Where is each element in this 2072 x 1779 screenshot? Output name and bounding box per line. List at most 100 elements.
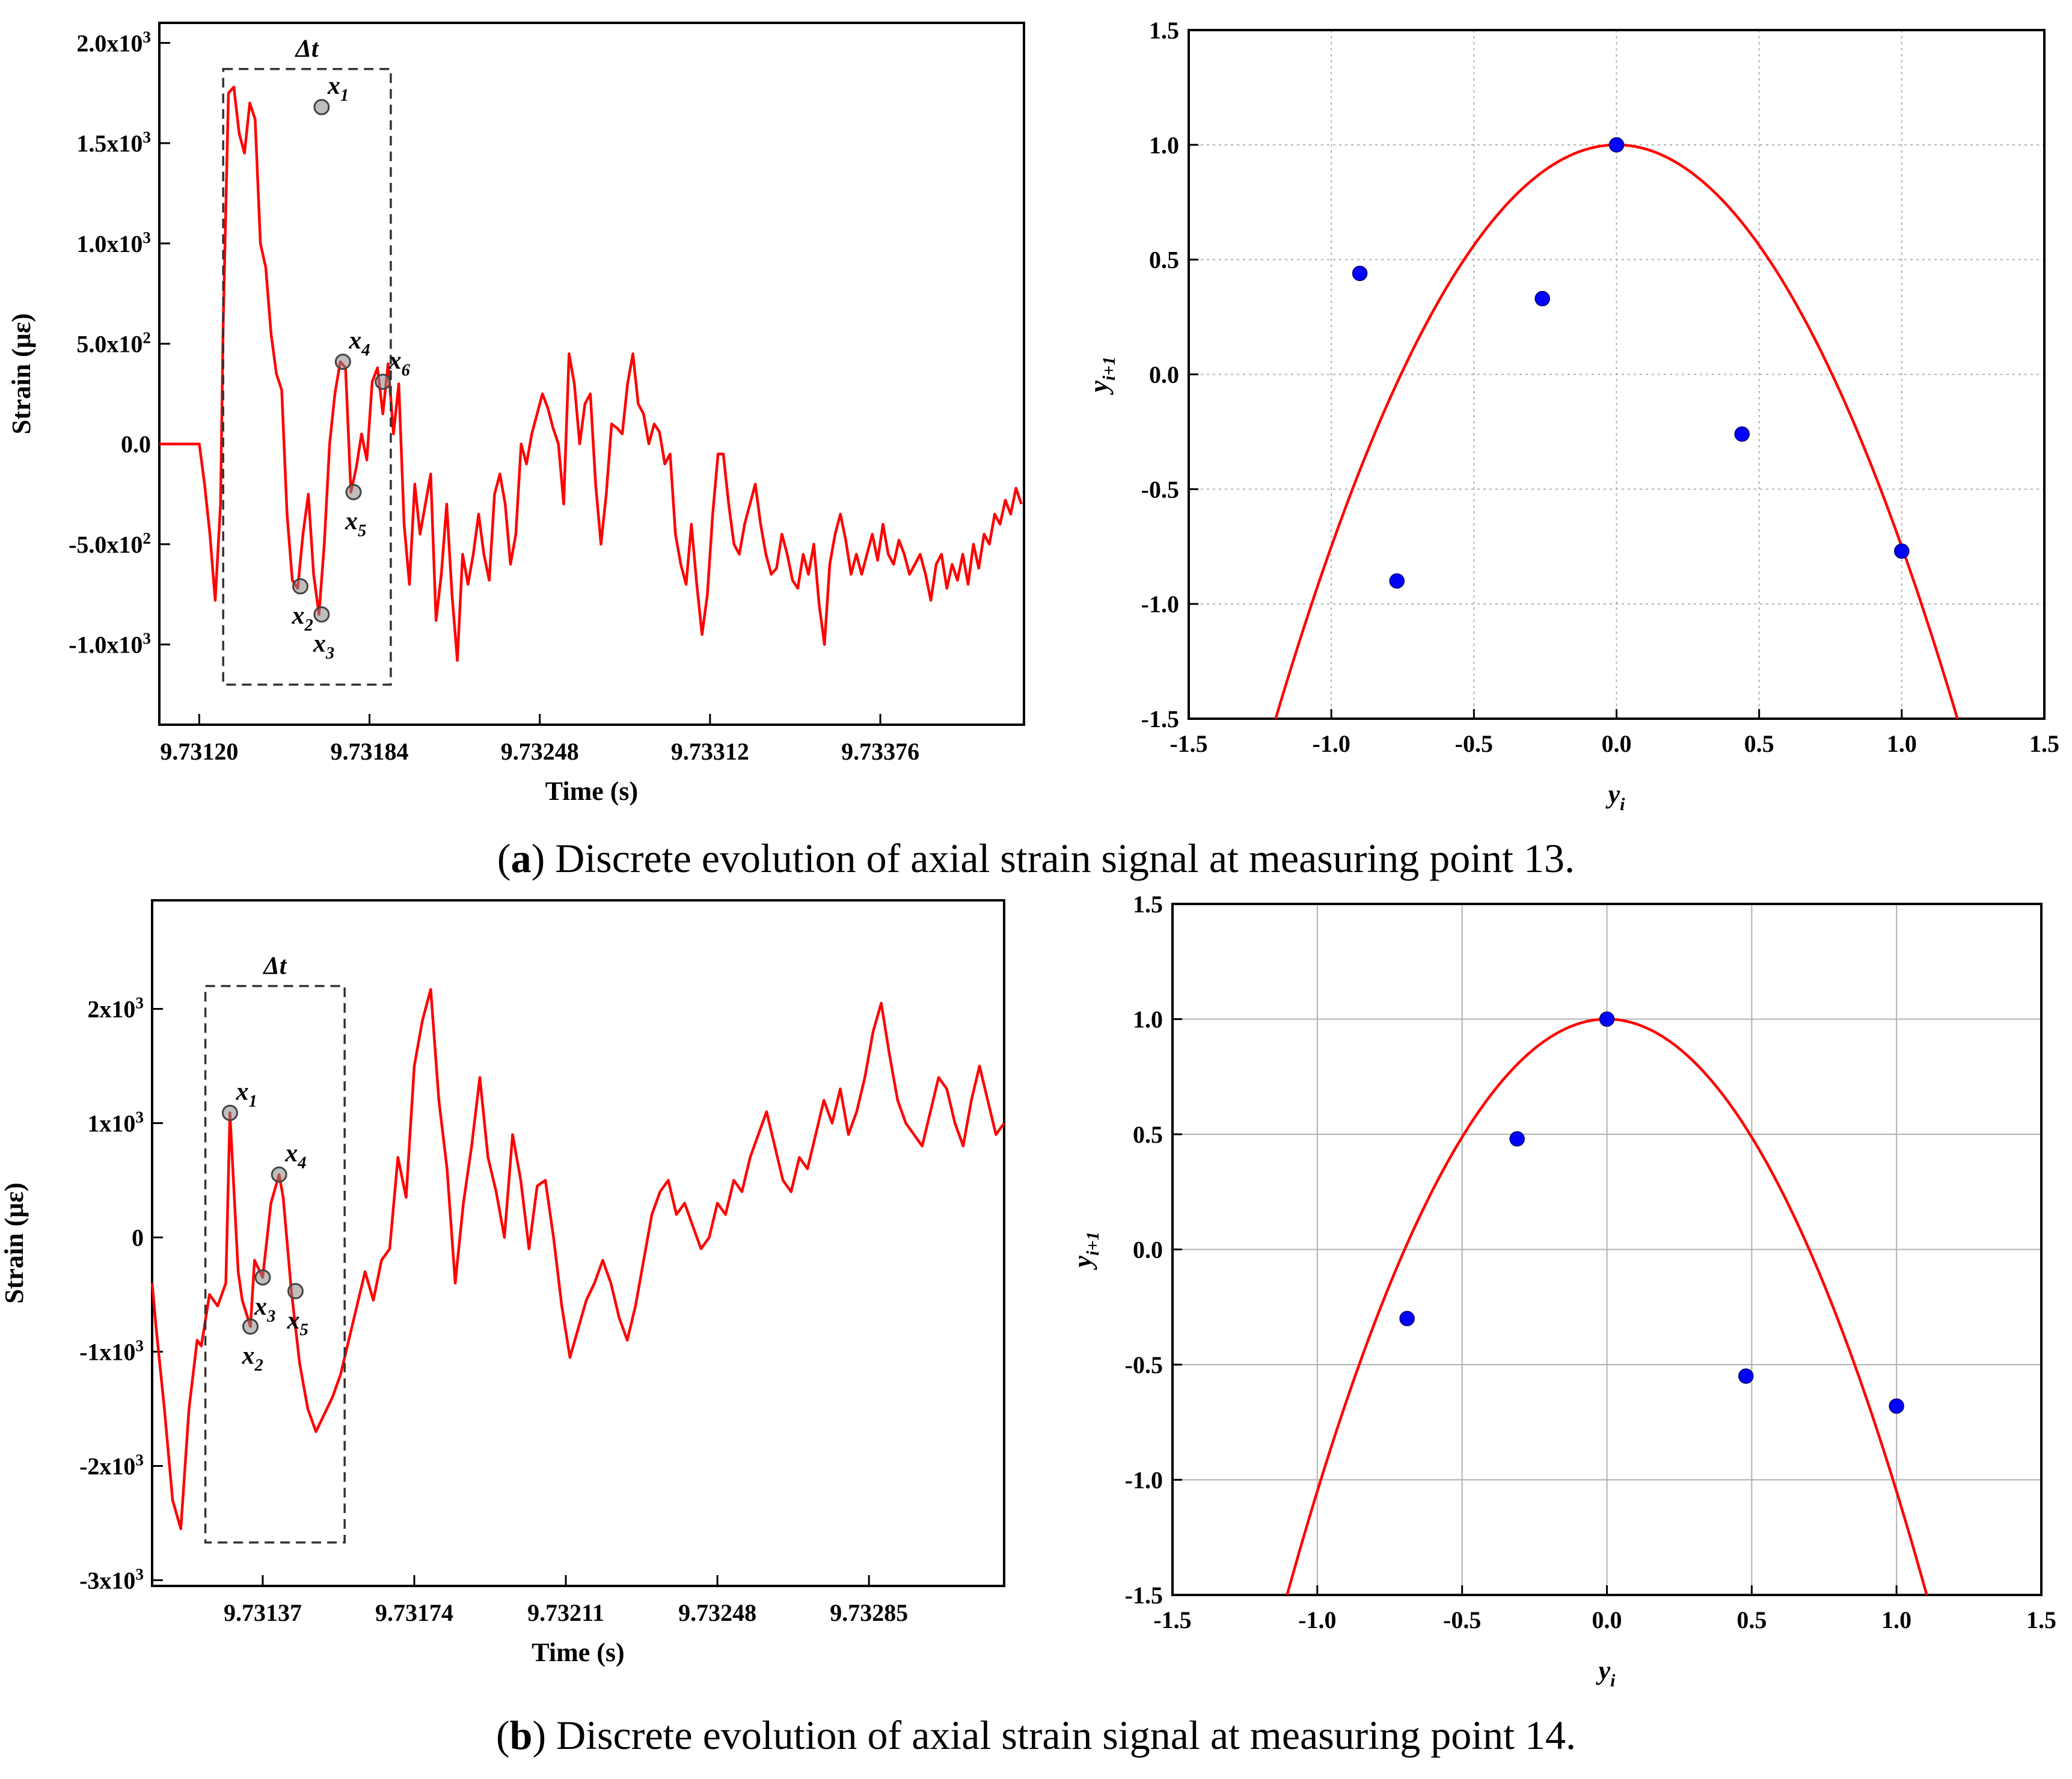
marker-x5 (345, 484, 362, 500)
scatter-point (1734, 426, 1750, 442)
y-tick-label: -1.0 (1125, 1467, 1163, 1494)
chart-a-strain-signal: 9.73120 9.73184 9.73248 9.73312 9.73376 2.0x1… (7, 22, 1025, 806)
plot-frame-b-right (1171, 903, 2043, 1596)
chart-b-strain-signal: 9.73137 9.73174 9.73211 9.73248 9.73285 2x103… (0, 899, 1005, 1667)
marker-label-x5: x5 (345, 508, 366, 540)
chart-a-return-map: -1.5 -1.0 -0.5 0.0 0.5 1.0 1.5 1.5 1.0 0.5 0.0 -0.5… (1084, 17, 2059, 814)
x-tick-label: 9.73184 (331, 738, 409, 765)
delta-t-label: Δt (262, 953, 287, 980)
scatter-point (1608, 137, 1625, 153)
x-axis-label: Time (s) (545, 776, 638, 806)
y-tick-label: 0.5 (1133, 1121, 1163, 1148)
x-tick-label: 9.73248 (501, 738, 579, 765)
marker-x2 (292, 578, 309, 595)
y-tick-label: -1.0 (1141, 591, 1179, 618)
y-tick-label: -0.5 (1141, 476, 1179, 503)
scatter-point (1509, 1131, 1525, 1147)
x-tick-label: 9.73137 (224, 1599, 302, 1626)
y-tick-label: 1.0 (1133, 1006, 1163, 1033)
x-axis-label: yi (1605, 779, 1626, 814)
y-tick-label: -5.0x102 (69, 529, 151, 558)
x-tick-label: -0.5 (1455, 730, 1493, 757)
x-tick-label: 9.73248 (678, 1599, 756, 1626)
x-tick-label: 1.0 (1881, 1606, 1911, 1633)
x-tick-label: 9.73285 (830, 1599, 908, 1626)
x-tick-label: -1.5 (1169, 730, 1207, 757)
marker-x2 (242, 1318, 259, 1335)
marker-label-x2: x2 (292, 602, 313, 634)
caption-b: (b) Discrete evolution of axial strain s… (496, 1712, 1576, 1758)
y-tick-label: 0.0 (1133, 1237, 1163, 1264)
y-tick-label: 0.5 (1149, 247, 1179, 274)
scatter-point (1389, 573, 1405, 589)
y-axis-label: yi+1 (1068, 1232, 1103, 1271)
y-tick-label: -1.5 (1141, 705, 1179, 733)
x-tick-label: 0.0 (1592, 1606, 1622, 1633)
y-tick-label: -1.5 (1125, 1582, 1163, 1609)
caption-a-text: Discrete evolution of axial strain signa… (555, 835, 1575, 881)
y-axis-label: Strain (με) (7, 313, 36, 434)
scatter-point (1352, 265, 1368, 281)
marker-x4 (271, 1166, 287, 1183)
marker-x3 (254, 1269, 271, 1286)
marker-label-x1: x1 (235, 1078, 257, 1110)
caption-a: (a) Discrete evolution of axial strain s… (497, 835, 1575, 881)
x-tick-label: -0.5 (1443, 1606, 1481, 1633)
x-axis-label: yi (1596, 1656, 1616, 1691)
marker-label-x2: x2 (242, 1342, 263, 1375)
plot-frame-a-right (1188, 29, 2046, 720)
y-tick-label: 1.0x103 (76, 229, 151, 257)
x-tick-label: 9.73120 (160, 738, 238, 765)
marker-x1 (313, 99, 330, 115)
y-tick-label: 5.0x102 (76, 329, 151, 358)
marker-label-x5: x5 (286, 1307, 308, 1339)
x-tick-label: 1.0 (1887, 730, 1917, 757)
y-tick-label: 0.0 (121, 431, 151, 458)
x-tick-label: -1.5 (1153, 1606, 1191, 1633)
y-tick-label: -1x103 (79, 1337, 144, 1366)
x-tick-label: -1.0 (1298, 1606, 1336, 1633)
scatter-point (1534, 290, 1550, 307)
marker-label-x3: x3 (313, 630, 334, 663)
y-tick-label: 0 (132, 1224, 144, 1252)
caption-b-text: Discrete evolution of axial strain signa… (556, 1712, 1576, 1758)
scatter-point (1894, 543, 1910, 559)
scatter-point (1738, 1368, 1754, 1384)
strain-series-line (150, 988, 1005, 1531)
y-tick-label: 1.5x103 (76, 128, 151, 157)
y-tick-label: -2x103 (79, 1451, 144, 1480)
scatter-point (1889, 1398, 1904, 1414)
marker-label-x1: x1 (327, 72, 349, 105)
y-tick-label: 1.5 (1133, 891, 1163, 918)
y-tick-label: 2.0x103 (76, 28, 151, 57)
x-tick-label: 9.73376 (841, 738, 919, 765)
y-tick-label: 1.0 (1149, 132, 1179, 159)
chart-b-return-map: -1.5 -1.0 -0.5 0.0 0.5 1.0 1.5 1.5 1.0 0.5 0.0 -0.5… (1068, 891, 2056, 1691)
x-tick-label: 9.73312 (671, 738, 749, 765)
plot-frame-b-left (151, 899, 1005, 1587)
y-tick-label: -1.0x103 (69, 630, 151, 659)
plot-frame-a-left (158, 22, 1025, 726)
x-tick-label: 0.5 (1744, 730, 1774, 757)
y-tick-label: -3x103 (79, 1565, 144, 1594)
marker-x4 (334, 353, 351, 370)
x-tick-label: 9.73174 (375, 1599, 453, 1626)
caption-a-label: a (511, 835, 532, 881)
y-axis-label: yi+1 (1084, 357, 1119, 396)
x-tick-label: 1.5 (2026, 1606, 2056, 1633)
x-tick-label: -1.0 (1313, 730, 1350, 757)
x-tick-label: 0.5 (1736, 1606, 1767, 1633)
marker-label-x3: x3 (254, 1293, 275, 1326)
y-tick-label: 0.0 (1149, 361, 1179, 389)
marker-x6 (375, 373, 391, 390)
y-tick-label: 2x103 (87, 994, 144, 1023)
y-tick-label: -0.5 (1125, 1351, 1163, 1378)
x-tick-label: 0.0 (1602, 730, 1632, 757)
y-tick-label: 1.5 (1149, 17, 1179, 44)
caption-b-label: b (510, 1712, 533, 1758)
marker-x3 (313, 606, 330, 623)
marker-label-x6: x6 (388, 347, 411, 379)
marker-label-x4: x4 (348, 327, 370, 359)
y-tick-label: 1x103 (87, 1108, 144, 1137)
y-axis-label: Strain (με) (0, 1182, 29, 1303)
